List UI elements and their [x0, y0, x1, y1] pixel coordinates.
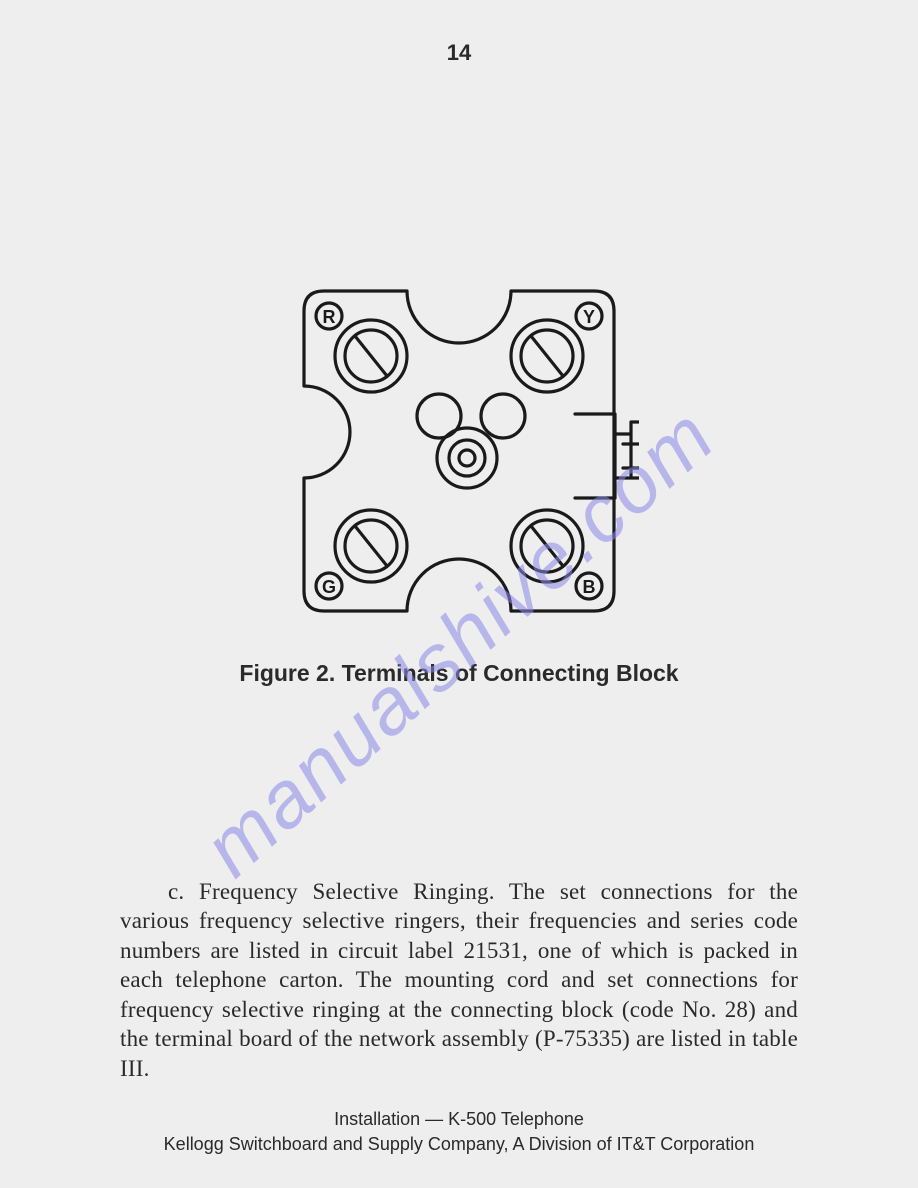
- connecting-block-diagram: R Y G B: [279, 266, 639, 636]
- footer-line-1: Installation — K-500 Telephone: [0, 1107, 918, 1131]
- page-number: 14: [120, 40, 798, 66]
- terminal-label-r: R: [323, 307, 336, 327]
- terminal-label-y: Y: [583, 307, 595, 327]
- page-footer: Installation — K-500 Telephone Kellogg S…: [0, 1107, 918, 1156]
- figure-caption: Figure 2. Terminals of Connecting Block: [120, 660, 798, 687]
- body-paragraph: c. Frequency Selective Ringing. The set …: [120, 877, 798, 1083]
- terminal-label-b: B: [583, 577, 596, 597]
- figure-caption-prefix: Figure 2.: [239, 660, 341, 686]
- footer-line-2: Kellogg Switchboard and Supply Company, …: [0, 1132, 918, 1156]
- figure-caption-title: Terminals of Connecting Block: [342, 660, 679, 686]
- page: 14: [0, 0, 918, 1188]
- figure: R Y G B Figure 2. Terminals of Connectin…: [120, 266, 798, 687]
- terminal-label-g: G: [322, 577, 336, 597]
